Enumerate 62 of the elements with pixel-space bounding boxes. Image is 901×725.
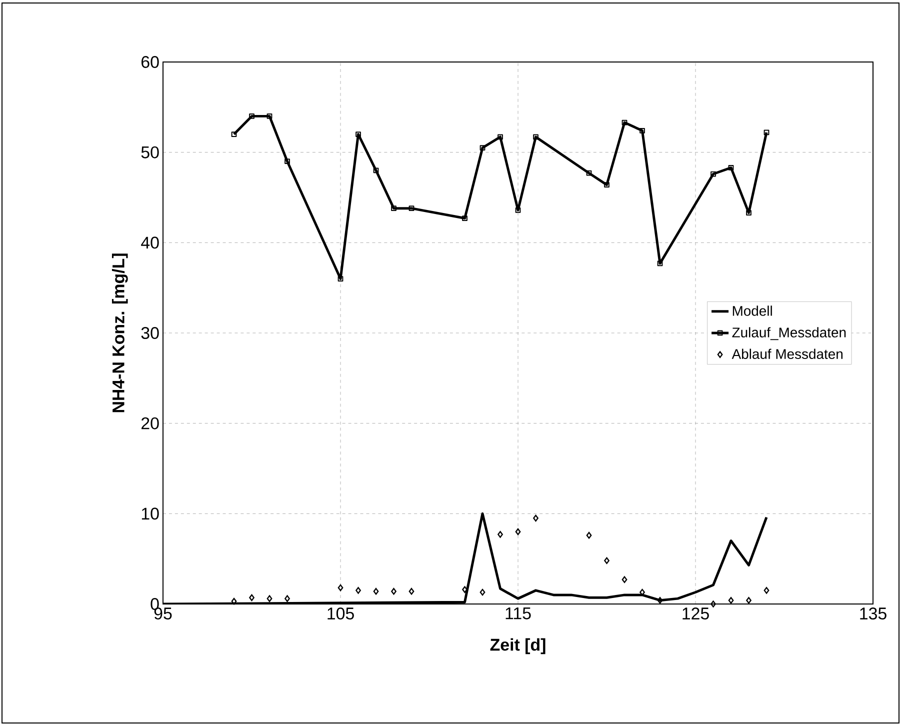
legend-label: Ablauf Messdaten	[732, 348, 843, 359]
point	[356, 132, 361, 137]
y-axis-title: NH4-N Konz. [mg/L]	[112, 254, 128, 412]
y-tick-label: 50	[141, 146, 159, 158]
point	[462, 216, 468, 221]
point	[657, 260, 663, 266]
y-tick-label: 10	[142, 508, 159, 520]
x-axis-title: Zeit [d]	[490, 638, 546, 654]
point	[462, 586, 468, 593]
line-series	[231, 113, 770, 282]
x-tick-label: 105	[328, 608, 354, 620]
y-tick-label: 60	[142, 56, 159, 68]
point	[249, 113, 254, 119]
point	[746, 210, 752, 216]
y-tick-label: 30	[141, 326, 159, 339]
point	[640, 128, 645, 134]
point	[284, 158, 290, 164]
point	[498, 531, 503, 538]
x-tick-label: 125	[682, 608, 709, 620]
point	[710, 600, 716, 608]
x-tick-label: 135	[860, 608, 886, 620]
point	[338, 584, 344, 592]
legend-label: Zulauf_Messdaten	[732, 327, 846, 340]
x-tick-label: 95	[154, 608, 172, 620]
legend-label: Modell	[732, 306, 772, 316]
point	[408, 206, 414, 212]
x-tick-label: 115	[506, 608, 531, 620]
point	[408, 588, 414, 595]
point	[728, 596, 734, 604]
y-tick-label: 20	[142, 417, 159, 430]
point	[710, 171, 716, 177]
point	[373, 588, 379, 595]
point	[515, 528, 521, 536]
y-tick-label: 40	[141, 236, 159, 249]
point	[586, 532, 592, 539]
point	[391, 206, 396, 212]
point	[604, 557, 610, 564]
point	[266, 595, 272, 602]
point	[498, 134, 503, 140]
point	[231, 132, 237, 137]
point	[533, 134, 538, 140]
point	[338, 276, 344, 282]
point	[604, 182, 610, 188]
point	[622, 576, 628, 583]
point	[515, 207, 521, 213]
point	[586, 170, 592, 176]
point	[657, 596, 663, 604]
point	[533, 514, 538, 522]
point	[266, 113, 272, 119]
point	[356, 587, 361, 594]
point	[249, 594, 254, 602]
point	[480, 145, 486, 150]
point	[728, 164, 734, 170]
point	[480, 588, 486, 596]
point	[764, 130, 770, 136]
point	[391, 588, 396, 595]
point	[284, 595, 290, 602]
point	[373, 168, 379, 174]
point	[622, 120, 628, 126]
point	[764, 587, 770, 594]
point	[231, 598, 237, 605]
point	[746, 596, 752, 604]
